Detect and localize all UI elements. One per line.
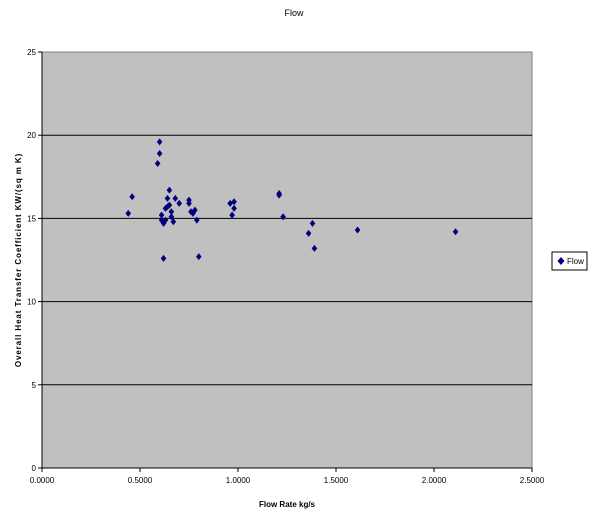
y-tick-labels: 0 5 10 15 20 25 [27, 48, 36, 473]
x-tick-label-4: 2.0000 [422, 476, 447, 485]
legend-label: Flow [567, 257, 584, 266]
y-tick-label-1: 5 [32, 381, 37, 390]
data-point-18 [172, 194, 179, 202]
data-point-23 [190, 209, 196, 217]
y-tick-label-2: 10 [27, 298, 36, 307]
data-point-32 [276, 189, 282, 197]
data-point-34 [305, 229, 312, 237]
data-point-26 [196, 253, 202, 261]
x-tick-label-3: 1.5000 [324, 476, 349, 485]
chart-title: Flow [284, 8, 304, 18]
data-point-2 [154, 159, 161, 167]
plot-area [41, 51, 533, 469]
data-point-7 [160, 219, 167, 227]
data-point-29 [231, 204, 237, 212]
data-point-3 [156, 150, 163, 158]
data-points [125, 138, 459, 262]
data-point-5 [158, 211, 165, 219]
gridlines [42, 134, 532, 386]
x-tick-label-0: 0.0000 [30, 476, 55, 485]
data-point-21 [186, 199, 192, 207]
data-point-37 [354, 226, 361, 234]
data-point-4 [156, 138, 163, 146]
data-point-13 [166, 186, 173, 194]
y-tick-label-0: 0 [32, 464, 37, 473]
legend-marker-diamond-icon [557, 257, 565, 265]
x-tick-label-5: 2.5000 [520, 476, 545, 485]
data-point-0 [125, 209, 132, 217]
data-point-38 [452, 228, 459, 236]
data-point-24 [192, 206, 198, 214]
x-tick-labels: 0.0000 0.5000 1.0000 1.5000 2.0000 2.5000 [30, 476, 545, 485]
y-axis-title: Overall Heat Transfer Coefficient KW/(sq… [14, 153, 23, 367]
data-point-9 [162, 204, 169, 212]
axes [38, 51, 533, 472]
data-point-14 [166, 201, 173, 209]
y-tick-label-3: 15 [27, 214, 36, 223]
y-tick-label-5: 25 [27, 48, 36, 57]
data-point-25 [194, 216, 200, 224]
data-point-19 [176, 199, 182, 207]
x-tick-label-2: 1.0000 [226, 476, 251, 485]
data-point-8 [160, 254, 167, 262]
data-point-35 [309, 219, 316, 227]
data-point-30 [229, 211, 235, 219]
legend: Flow [551, 251, 588, 271]
data-point-12 [164, 194, 171, 202]
data-point-1 [129, 193, 135, 201]
legend-box [551, 251, 588, 271]
data-point-15 [168, 208, 175, 216]
data-point-36 [311, 244, 318, 252]
data-point-33 [280, 213, 286, 221]
data-point-16 [168, 213, 175, 221]
data-point-10 [162, 216, 169, 224]
x-axis-title: Flow Rate kg/s [259, 500, 316, 509]
y-tick-label-4: 20 [27, 131, 36, 140]
x-tick-label-1: 0.5000 [128, 476, 153, 485]
data-point-28 [231, 198, 237, 206]
data-point-17 [170, 218, 177, 226]
